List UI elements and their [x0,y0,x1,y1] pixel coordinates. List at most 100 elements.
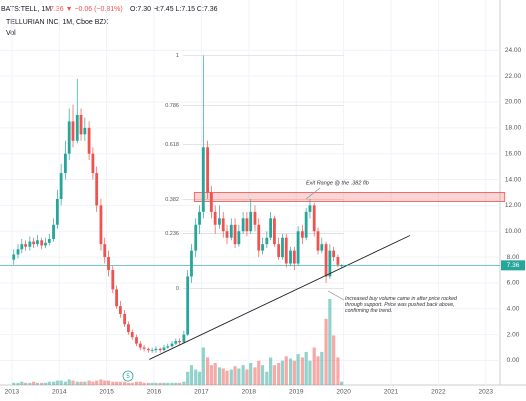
volume-bar [182,381,186,385]
volume-bar [126,382,131,385]
volume-bar [99,379,103,385]
volume-bar [174,382,178,385]
candle-body [123,313,127,325]
y-tick-label: 6.00 [507,280,520,287]
candle-body [257,224,261,251]
volume-bar [71,380,75,385]
volume-bar [249,362,253,385]
candle-body [198,211,201,225]
volume-bar [40,382,44,385]
candle-body [300,231,304,238]
volume-bar [12,382,16,385]
volume-bar [253,367,257,385]
volume-bar [324,318,328,385]
candle-body [154,348,158,351]
exit-box-label: Exit Range @ the .382 fib [306,180,369,186]
candle-body [324,244,328,277]
ohlc: O:7.30 H:7.45 L:7.15 C:7.36 [130,6,218,13]
candle-body [213,211,217,225]
volume-bar [340,381,344,385]
candle-body [209,192,213,212]
volume-bar [284,356,288,385]
y-tick-label: 18.00 [505,125,522,132]
volume-bar [189,365,194,385]
candle-body [142,347,146,349]
candle-body [178,341,182,343]
candle-body [221,218,225,232]
volume-bar [32,381,36,385]
volume-bar [63,381,68,385]
volume-bar [265,371,269,385]
candle-body [99,205,103,245]
y-tick-label: 24.00 [505,47,522,54]
volume-bar [146,382,150,385]
volume-bar [292,360,296,385]
event-marker-label: 5 [126,374,130,380]
candle-body [150,350,154,351]
volume-bar [123,381,127,385]
volume-bar [316,356,320,385]
y-tick-label: 10.00 [505,228,522,235]
volume-bar [245,369,249,385]
volume-bar [134,381,139,385]
volume-bar [217,367,222,385]
volume-bar [277,362,281,385]
candle-body [170,343,174,347]
candle-body [138,343,142,348]
volume-bar [51,381,56,385]
candle-body [316,231,320,251]
volume-bar [166,382,170,385]
volume-bar [213,362,217,385]
candle-body [40,240,44,246]
candle-body [201,147,205,212]
candle-body [127,324,130,333]
candle-body [36,240,39,245]
volume-bar [118,381,122,385]
candle-body [245,218,249,232]
volume-bar [260,365,265,385]
volume-bar [237,368,241,385]
volume-bar [320,351,324,385]
candle-body [174,341,178,344]
volume-bar [312,347,316,385]
y-tick-label: 12.00 [505,202,522,209]
volume-bar [209,365,213,385]
x-tick-label: 2015 [99,389,114,396]
candle-body [308,205,312,212]
volume-bar [328,299,332,385]
candle-body [296,231,300,264]
candle-body [130,332,134,338]
fib-label: 1 [176,53,179,59]
candle-body [20,244,24,250]
x-tick-label: 2021 [384,389,399,396]
volume-bar [111,381,115,385]
x-tick-label: 2013 [5,389,20,396]
candle-body [277,244,281,258]
volume-bar [269,357,273,385]
volume-bar [95,380,99,385]
volume-bar [55,380,59,385]
candle-body [206,147,209,193]
candle-body [229,224,233,238]
candle-body [158,348,162,351]
candle-body [304,211,308,238]
trendline [149,235,411,360]
candle-body [12,254,16,260]
y-tick-label: 8.00 [507,254,520,261]
volume-bar [23,382,28,385]
candle-body [340,265,344,267]
x-tick-label: 2020 [336,389,351,396]
volume-bar [114,381,119,385]
candle-body [292,250,296,264]
volume-bar [221,368,225,385]
volume-bar [257,360,261,385]
volume-bar [20,381,24,385]
candle-body [261,244,264,251]
volume-bar [47,381,51,385]
instrument-name: TELLURIAN INC, 1M, Cboe BZX [6,19,109,26]
candle-body [336,257,340,265]
candle-body [241,218,245,232]
fib-label: 0.786 [165,103,179,109]
volume-bar [67,379,71,385]
volume-bar [288,358,293,385]
